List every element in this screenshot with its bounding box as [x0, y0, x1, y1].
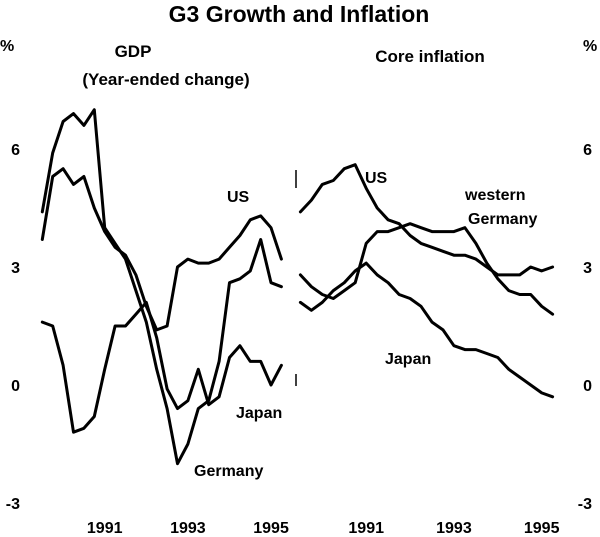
y-tick-left: 6 — [11, 142, 20, 159]
y-unit-right: % — [583, 38, 597, 55]
y-tick-right: 3 — [583, 260, 592, 277]
gdp-x-tick: 1993 — [170, 520, 206, 537]
inflation-western-germany-line — [298, 222, 555, 316]
gdp-x-tick: 1995 — [253, 520, 289, 537]
inflation-germany-label-line2: Germany — [468, 211, 537, 228]
inflation-x-tick: 1991 — [348, 520, 384, 537]
gdp-japan-label: Japan — [236, 405, 282, 422]
y-tick-labels-right: -3 0 3 6 — [578, 142, 592, 513]
inflation-japan-line — [298, 261, 555, 399]
gdp-germany-label: Germany — [194, 463, 263, 480]
gdp-japan-line — [40, 300, 283, 434]
chart-title: G3 Growth and Inflation — [169, 1, 430, 27]
inflation-panel-title: Core inflation — [375, 47, 485, 66]
y-unit-left: % — [0, 38, 14, 55]
inflation-us-line — [298, 163, 555, 277]
y-tick-right: 0 — [583, 378, 592, 395]
gdp-us-line — [40, 167, 283, 332]
inflation-x-tick: 1995 — [524, 520, 560, 537]
y-tick-right: 6 — [583, 142, 592, 159]
inflation-japan-label: Japan — [385, 351, 431, 368]
y-tick-left: 0 — [11, 378, 20, 395]
y-tick-left: 3 — [11, 260, 20, 277]
inflation-us-label: US — [365, 170, 388, 187]
y-tick-left: -3 — [6, 496, 20, 513]
series-lines — [40, 108, 555, 466]
x-tick-labels: 1991 1993 1995 1991 1993 1995 — [87, 520, 560, 537]
gdp-panel-subtitle: (Year-ended change) — [82, 70, 249, 89]
gdp-x-tick: 1991 — [87, 520, 123, 537]
gdp-panel-title: GDP — [115, 42, 152, 61]
gdp-germany-line — [40, 108, 283, 466]
gdp-us-label: US — [227, 189, 250, 206]
y-tick-right: -3 — [578, 496, 592, 513]
y-tick-labels-left: -3 0 3 6 — [6, 142, 20, 513]
inflation-germany-label-line1: western — [464, 187, 525, 204]
inflation-x-tick: 1993 — [436, 520, 472, 537]
